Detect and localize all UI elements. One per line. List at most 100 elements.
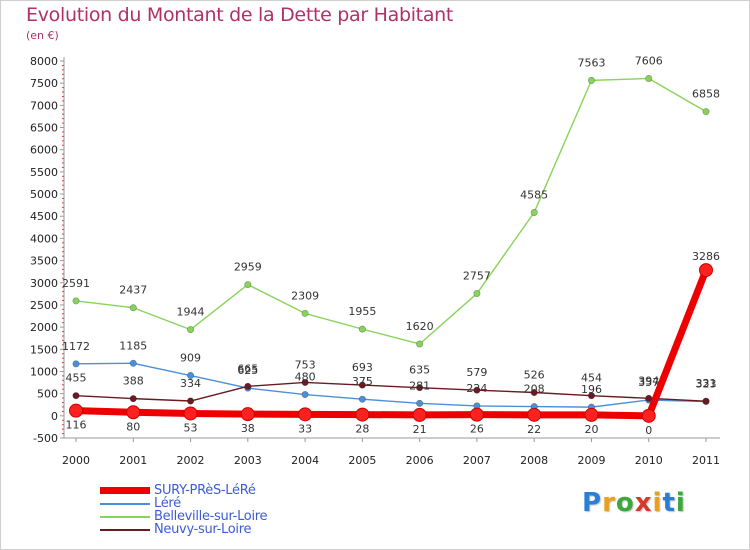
series-point-0 bbox=[126, 405, 141, 420]
series-point-2 bbox=[587, 76, 595, 84]
data-label-1: 909 bbox=[180, 352, 201, 365]
data-label-1: 1185 bbox=[119, 339, 147, 352]
x-tick-label: 2007 bbox=[463, 454, 491, 467]
y-tick-label: 5000 bbox=[30, 188, 58, 201]
data-label-0: 53 bbox=[184, 421, 198, 434]
data-label-1: 375 bbox=[352, 375, 373, 388]
data-label-3: 693 bbox=[352, 361, 373, 374]
y-tick-label: 0 bbox=[51, 410, 58, 423]
series-point-3 bbox=[244, 382, 252, 390]
y-tick-label: 7500 bbox=[30, 77, 58, 90]
data-label-0: 20 bbox=[584, 423, 598, 436]
data-labels-layer: 2591 2437 1944 2959 2309 1955 1620 2757 4585 7563… bbox=[62, 54, 720, 436]
series-point-1 bbox=[129, 359, 137, 367]
data-label-2: 1944 bbox=[177, 306, 205, 319]
series-layer bbox=[69, 74, 713, 423]
logo-letter: P bbox=[582, 488, 603, 518]
series-point-0 bbox=[584, 407, 599, 422]
chart-title: Evolution du Montant de la Dette par Hab… bbox=[26, 4, 454, 26]
series-point-0 bbox=[412, 407, 427, 422]
logo-letter: r bbox=[602, 488, 616, 518]
series-point-3 bbox=[301, 378, 309, 386]
series-point-2 bbox=[702, 108, 710, 116]
series-point-3 bbox=[187, 397, 195, 405]
data-label-2: 2437 bbox=[119, 284, 147, 297]
data-label-3: 526 bbox=[524, 368, 545, 381]
x-tick-label: 2008 bbox=[520, 454, 548, 467]
x-tick-label: 2003 bbox=[234, 454, 262, 467]
legend-swatch-belleville bbox=[100, 516, 150, 518]
data-label-0: 3286 bbox=[692, 250, 720, 263]
data-label-1: 480 bbox=[295, 371, 316, 384]
series-point-1 bbox=[301, 391, 309, 399]
series-point-3 bbox=[530, 388, 538, 396]
series-point-1 bbox=[416, 399, 424, 407]
data-label-0: 26 bbox=[470, 423, 484, 436]
legend-swatch-neuvy bbox=[100, 529, 150, 531]
series-point-0 bbox=[699, 263, 713, 278]
data-label-0: 33 bbox=[298, 422, 312, 435]
series-point-0 bbox=[355, 407, 370, 422]
series-line-2 bbox=[75, 77, 707, 345]
data-label-3: 753 bbox=[295, 358, 316, 371]
data-label-3: 455 bbox=[66, 372, 87, 385]
data-label-2: 6858 bbox=[692, 88, 720, 101]
y-tick-label: 6500 bbox=[30, 122, 58, 135]
series-point-0 bbox=[298, 407, 313, 422]
x-tick-label: 2000 bbox=[62, 454, 90, 467]
series-point-3 bbox=[416, 384, 424, 392]
data-label-2: 7606 bbox=[635, 54, 663, 67]
data-label-2: 7563 bbox=[577, 56, 605, 69]
data-label-0: 80 bbox=[126, 420, 140, 433]
series-point-0 bbox=[641, 408, 656, 423]
series-point-3 bbox=[587, 392, 595, 400]
data-label-3: 579 bbox=[466, 366, 487, 379]
axes: -500 0 500 1000 1500 2000 2500 3000 3500 4000 4500… bbox=[30, 55, 720, 467]
data-label-1: 323 bbox=[696, 377, 717, 390]
logo-letter: x bbox=[634, 488, 653, 518]
data-label-1: 208 bbox=[524, 383, 545, 396]
y-tick-label: 4500 bbox=[30, 210, 58, 223]
data-label-1: 625 bbox=[237, 364, 258, 377]
series-point-2 bbox=[187, 326, 195, 334]
series-point-2 bbox=[473, 290, 481, 298]
x-tick-label: 2004 bbox=[291, 454, 319, 467]
y-tick-label: 2500 bbox=[30, 299, 58, 312]
series-point-3 bbox=[358, 381, 366, 389]
y-tick-label: 1000 bbox=[30, 365, 58, 378]
x-tick-label: 2010 bbox=[635, 454, 663, 467]
y-tick-label: 8000 bbox=[30, 55, 58, 68]
series-point-1 bbox=[358, 395, 366, 403]
series-point-0 bbox=[469, 407, 484, 422]
data-label-2: 2309 bbox=[291, 289, 319, 302]
y-tick-label: 1500 bbox=[30, 343, 58, 356]
series-point-3 bbox=[702, 397, 710, 405]
x-tick-label: 2005 bbox=[348, 454, 376, 467]
series-point-0 bbox=[69, 403, 83, 418]
series-point-3 bbox=[72, 392, 80, 400]
data-label-3: 334 bbox=[180, 377, 201, 390]
logo-letter: o bbox=[615, 488, 635, 518]
logo-letter: t bbox=[662, 488, 676, 518]
data-label-2: 1955 bbox=[348, 305, 376, 318]
legend-label-belleville: Belleville-sur-Loire bbox=[154, 509, 268, 524]
data-label-2: 4585 bbox=[520, 188, 548, 201]
series-point-2 bbox=[72, 297, 80, 305]
data-label-0: 38 bbox=[241, 422, 255, 435]
y-tick-label: 3500 bbox=[30, 255, 58, 268]
y-tick-label: 4000 bbox=[30, 232, 58, 245]
data-label-3: 665 bbox=[237, 362, 258, 375]
series-point-2 bbox=[301, 309, 309, 317]
legend-label-lere: Léré bbox=[154, 496, 181, 511]
data-label-3: 635 bbox=[409, 364, 430, 377]
series-point-3 bbox=[129, 395, 137, 403]
y-tick-label: 5500 bbox=[30, 166, 58, 179]
chart-subtitle: (en €) bbox=[26, 29, 59, 42]
data-label-0: 22 bbox=[527, 423, 541, 436]
data-label-0: 28 bbox=[355, 423, 369, 436]
y-tick-label: 2000 bbox=[30, 321, 58, 334]
logo-letter: i bbox=[675, 488, 686, 518]
logo-letter: i bbox=[652, 488, 663, 518]
